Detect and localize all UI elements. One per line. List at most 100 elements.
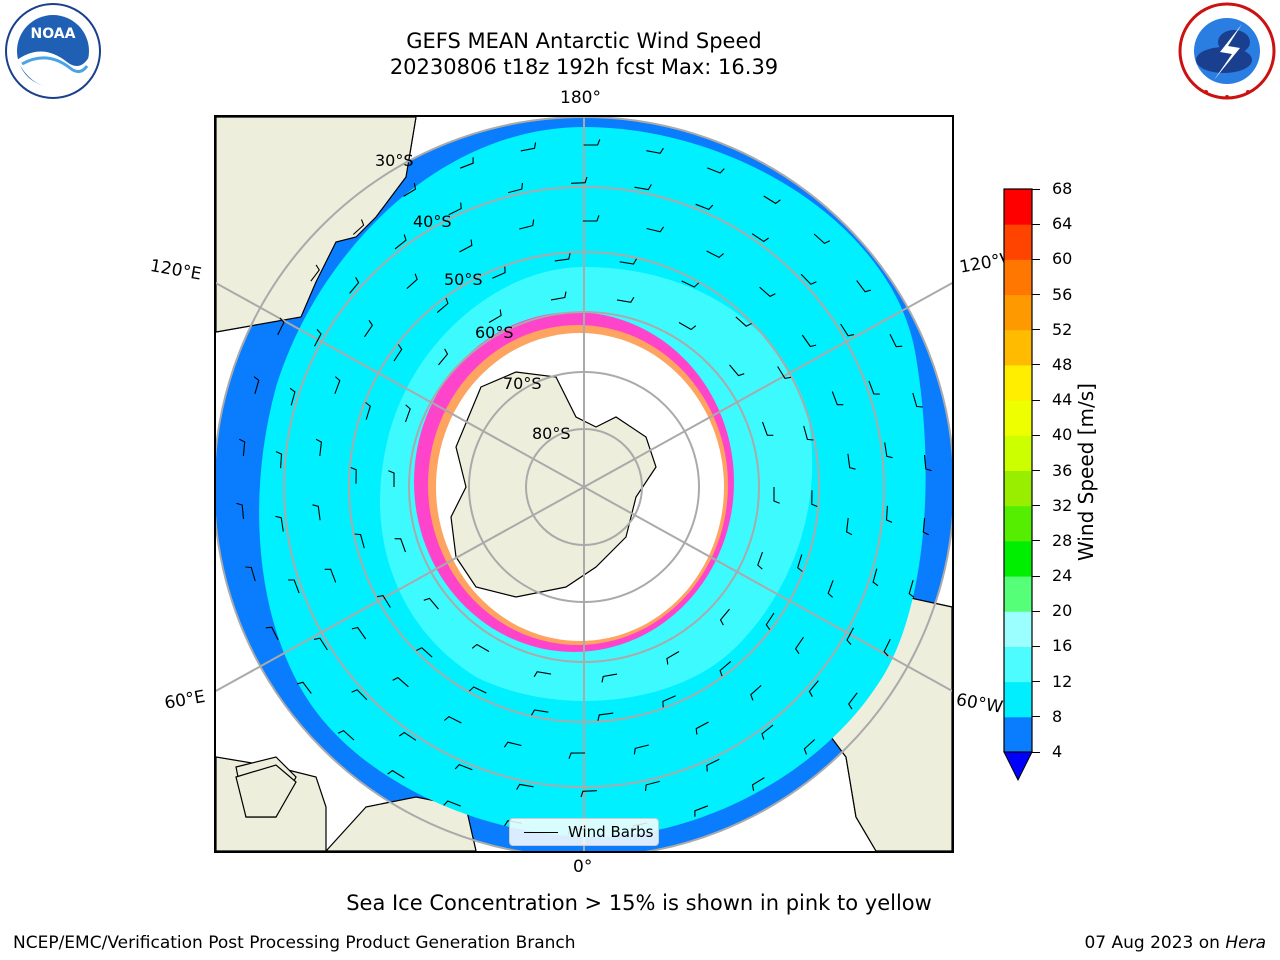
chart-title: GEFS MEAN Antarctic Wind Speed (406, 29, 762, 53)
wind-barb (808, 680, 819, 697)
graticule (216, 117, 952, 851)
colorbar-block (1004, 681, 1032, 718)
wind-barb (444, 715, 462, 724)
wind-barb (550, 291, 567, 301)
colorbar-tick-mark (1032, 223, 1040, 225)
sea-ice-note: Sea Ice Concentration > 15% is shown in … (346, 891, 932, 915)
colorbar-tick-mark (1032, 364, 1040, 366)
lat-label-80s: 80°S (532, 424, 571, 443)
wind-barb (492, 266, 506, 279)
colorbar-block (1004, 505, 1032, 542)
wind-barb (678, 322, 697, 331)
wind-barb (471, 643, 490, 652)
wind-barb (761, 724, 774, 740)
wind-barb (908, 580, 915, 598)
colorbar-block (1004, 576, 1032, 612)
colorbar-tick-mark (1032, 470, 1040, 471)
wind-barb (503, 741, 522, 748)
wind-barb (751, 777, 765, 791)
colorbar-tick-label: 44 (1052, 390, 1073, 410)
wind-barb (315, 438, 322, 457)
colorbar-tick-mark (1032, 681, 1040, 683)
wind-barb (773, 487, 780, 504)
wind-barb (922, 518, 929, 536)
colorbar-tick-mark (1032, 188, 1040, 190)
lon-label-60e: 60°E (163, 686, 207, 714)
wind-barb (571, 176, 588, 184)
colorbar-tick-mark (1032, 505, 1040, 507)
national-weather-service-logo (1178, 2, 1276, 100)
lat-label-70s: 70°S (503, 374, 542, 393)
colorbar-tick-mark (1032, 540, 1040, 542)
wind-barb (800, 273, 817, 285)
wind-barb (443, 800, 462, 807)
wind-barb (695, 721, 709, 735)
wind-barb (459, 239, 473, 253)
wind-barb (508, 183, 524, 194)
wind-barb (801, 334, 817, 348)
wind-barb (312, 504, 321, 521)
wind-barb-legend-line (524, 831, 558, 833)
wind-barb (289, 387, 296, 406)
wind-barb (706, 758, 720, 772)
wind-barb (797, 554, 803, 572)
wind-barb (519, 219, 535, 230)
colorbar-block (1004, 611, 1032, 647)
wind-barb (583, 139, 601, 146)
wind-barb (827, 580, 834, 598)
wind-barb (253, 376, 260, 394)
wind-barb (350, 466, 357, 484)
wind-barb (619, 258, 637, 265)
wind-barb (404, 404, 411, 423)
colorbar-block (1004, 716, 1032, 753)
wind-barb (239, 438, 246, 456)
wind-barb (750, 684, 762, 701)
colorbar-tick-mark (1032, 399, 1040, 401)
wind-barb (580, 790, 597, 798)
wind-barb (751, 233, 770, 243)
lat-label-60s: 60°S (475, 323, 514, 342)
wind-barb (646, 147, 664, 154)
wind-barb (277, 317, 285, 336)
wind-barb (803, 739, 816, 755)
wind-barb (236, 502, 245, 520)
wind-barb (803, 425, 814, 441)
colorbar-label: Wind Speed [m/s] (1074, 383, 1098, 561)
wind-barb (884, 442, 893, 459)
colorbar-block (1004, 400, 1032, 436)
colorbar-block (1004, 470, 1032, 507)
wind-barb (719, 660, 732, 677)
colorbar-tick-label: 24 (1052, 566, 1073, 586)
wind-barb (488, 309, 502, 323)
footer-right: 07 Aug 2023 on Hera (1084, 933, 1266, 953)
wind-barb (364, 319, 374, 338)
wind-barb (448, 202, 462, 216)
colorbar-tick-mark (1032, 751, 1040, 753)
colorbar-tick-mark (1032, 716, 1040, 718)
footer-host: Hera (1225, 933, 1266, 953)
wind-barb (694, 805, 709, 817)
wind-barb (868, 380, 880, 395)
wind-barb (634, 184, 652, 191)
wind-barb (416, 647, 433, 658)
wind-barb (459, 157, 474, 169)
wind-barb (840, 323, 855, 337)
wind-barb (729, 364, 745, 377)
wind-barb (265, 626, 279, 641)
wind-barb (288, 579, 300, 594)
lon-label-120e: 120°E (148, 256, 203, 285)
colorbar-tick-label: 20 (1052, 601, 1073, 621)
chart-subtitle: 20230806 t18z 192h fcst Max: 16.39 (389, 55, 779, 79)
wind-barb (394, 538, 407, 553)
footer-date: 07 Aug 2023 on (1084, 933, 1226, 953)
wind-barb (245, 566, 256, 582)
colorbar-block (1004, 224, 1032, 260)
wind-barb (403, 183, 417, 197)
wind-barb (735, 316, 752, 327)
wind-barb (681, 280, 700, 288)
wind-barb (376, 594, 391, 608)
colorbar-block (1004, 329, 1032, 366)
wind-barb (846, 627, 854, 645)
colorbar-tick-mark (1032, 645, 1040, 647)
wind-barb (885, 505, 893, 523)
